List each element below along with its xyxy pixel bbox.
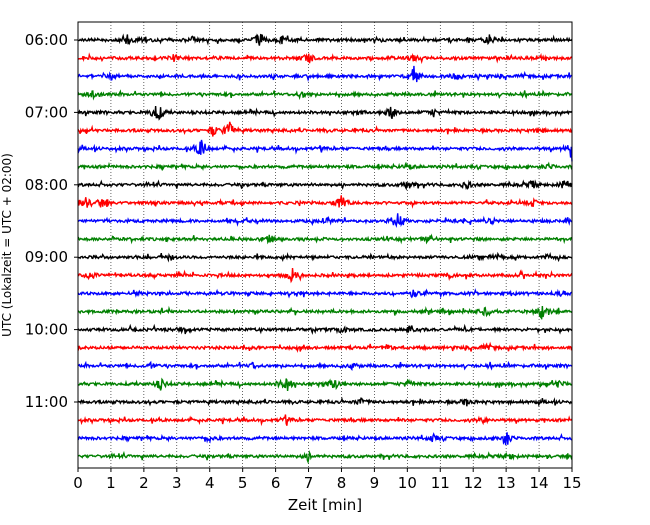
seismic-trace [77, 195, 573, 209]
seismic-trace [77, 89, 573, 101]
x-tick-label: 6 [271, 474, 281, 492]
plot-frame [77, 21, 573, 469]
trace-series [77, 33, 573, 465]
seismic-trace [77, 396, 573, 408]
y-axis-label: UTC (Lokalzeit = UTC + 02:00) [0, 153, 14, 337]
seismic-trace [77, 305, 573, 320]
seismic-trace [77, 106, 573, 121]
x-tick-label: 15 [562, 474, 581, 492]
x-tick-label: 14 [530, 474, 549, 492]
x-tick-label: 2 [139, 474, 149, 492]
x-tick-label: 10 [398, 474, 417, 492]
seismic-trace [77, 139, 573, 162]
seismic-trace [77, 360, 573, 371]
y-tick-label: 06:00 [25, 31, 68, 49]
seismic-trace [77, 213, 573, 229]
x-tick-label: 8 [337, 474, 347, 492]
seismic-trace [77, 52, 573, 65]
seismic-trace [77, 323, 573, 335]
x-tick-label: 5 [238, 474, 248, 492]
seismic-trace [77, 450, 573, 465]
seismic-trace [77, 414, 573, 427]
x-tick-label: 12 [464, 474, 483, 492]
seismic-trace [77, 251, 573, 263]
seismic-trace [77, 288, 573, 299]
seismic-trace [77, 233, 573, 245]
y-tick-label: 08:00 [25, 176, 68, 194]
seismic-trace [77, 432, 573, 446]
seismic-trace [77, 179, 573, 191]
y-tick-label: 09:00 [25, 248, 68, 266]
seismic-trace [77, 341, 573, 354]
x-tick-label: 11 [431, 474, 450, 492]
x-tick-label: 4 [205, 474, 215, 492]
seismic-trace [77, 33, 573, 46]
seismic-trace [77, 121, 573, 137]
x-tick-label: 7 [304, 474, 314, 492]
seismic-trace [77, 65, 573, 83]
grid-lines [110, 22, 540, 468]
y-tick-label: 10:00 [25, 321, 68, 339]
y-tick-label: 07:00 [25, 103, 68, 121]
seismic-trace [77, 161, 573, 172]
seismic-trace [77, 267, 573, 284]
x-tick-label: 3 [172, 474, 182, 492]
x-axis-label: Zeit [min] [288, 496, 362, 514]
x-tick-label: 9 [370, 474, 380, 492]
x-tick-label: 13 [497, 474, 516, 492]
seismic-trace [77, 377, 573, 392]
x-tick-label: 1 [106, 474, 116, 492]
y-tick-label: 11:00 [25, 393, 68, 411]
x-tick-label: 0 [73, 474, 83, 492]
x-axis-ticks: 0 1 2 3 4 5 6 7 8 9 10 11 12 13 14 15 [73, 468, 582, 492]
y-axis-ticks: 06:00 07:00 08:00 09:00 10:00 11:00 [25, 31, 78, 411]
